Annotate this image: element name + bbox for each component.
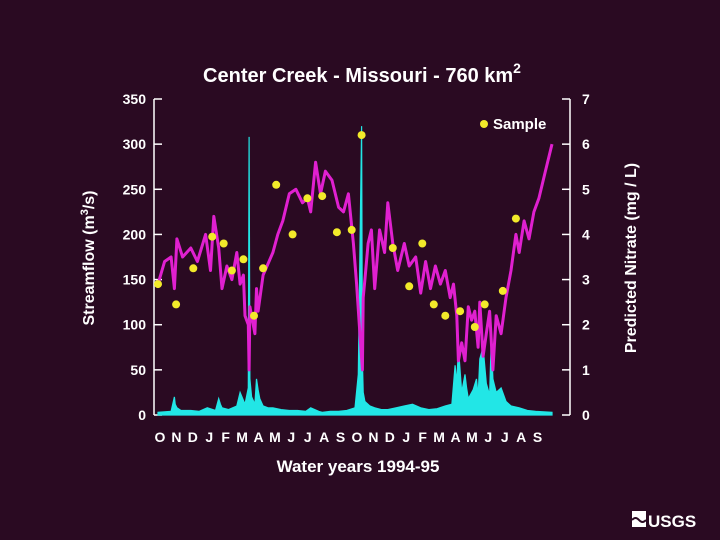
usgs-logo-wave (631, 517, 647, 523)
sample-point (456, 307, 465, 316)
sample-point (227, 266, 236, 275)
x-tick-label: A (450, 429, 460, 445)
x-tick-label: J (205, 429, 213, 445)
sample-point (480, 300, 489, 309)
left-tick-label: 300 (123, 136, 147, 152)
x-tick-label: S (336, 429, 345, 445)
legend-sample-marker (480, 120, 488, 128)
right-tick-label: 2 (582, 317, 590, 333)
sample-point (154, 280, 162, 289)
left-axis-label: Streamflow (m3/s) (79, 190, 98, 325)
streamflow-series (157, 126, 553, 416)
x-axis-label: Water years 1994-95 (277, 457, 440, 476)
x-tick-label: M (236, 429, 248, 445)
right-tick-label: 3 (582, 272, 590, 288)
sample-point (357, 131, 366, 140)
usgs-logo: USGS (631, 511, 696, 531)
x-tick-label: A (516, 429, 526, 445)
x-tick-label: A (319, 429, 329, 445)
x-tick-label: N (368, 429, 378, 445)
right-axis-label: Predicted Nitrate (mg / L) (623, 163, 640, 353)
x-tick-label: M (433, 429, 445, 445)
sample-point (250, 311, 258, 320)
usgs-logo-text: USGS (648, 512, 696, 531)
x-tick-label: N (171, 429, 181, 445)
sample-point (239, 255, 248, 264)
x-tick-label: D (188, 429, 198, 445)
sample-point (259, 264, 268, 273)
sample-point (288, 230, 297, 239)
x-tick-label: J (402, 429, 410, 445)
sample-point (388, 244, 397, 252)
right-tick-label: 7 (582, 91, 590, 107)
x-tick-label: J (501, 429, 509, 445)
right-tick-label: 1 (582, 362, 590, 378)
sample-point (303, 194, 312, 203)
sample-point (318, 192, 327, 201)
sample-point (189, 264, 198, 273)
x-tick-label: O (155, 429, 166, 445)
left-tick-label: 200 (123, 226, 147, 242)
x-tick-label: A (253, 429, 263, 445)
left-tick-label: 150 (123, 272, 147, 288)
right-tick-label: 0 (582, 407, 590, 423)
right-tick-label: 4 (582, 226, 590, 242)
x-tick-label: J (287, 429, 295, 445)
nitrate-series (156, 143, 554, 372)
x-tick-label: S (533, 429, 542, 445)
x-tick-label: J (484, 429, 492, 445)
x-tick-label: M (269, 429, 281, 445)
x-tick-label: M (466, 429, 478, 445)
sample-point (272, 180, 281, 189)
x-tick-label: D (385, 429, 395, 445)
x-tick-label: F (221, 429, 230, 445)
sample-point (441, 311, 450, 320)
left-tick-label: 100 (123, 317, 147, 333)
right-tick-label: 5 (582, 181, 590, 197)
right-tick-label: 6 (582, 136, 590, 152)
sample-point (418, 239, 427, 248)
legend-sample-label: Sample (493, 116, 546, 133)
chart-title: Center Creek - Missouri - 760 km2 (203, 60, 521, 87)
left-tick-label: 350 (123, 91, 147, 107)
left-tick-label: 0 (138, 407, 146, 423)
sample-point (347, 225, 356, 234)
x-tick-label: F (418, 429, 427, 445)
plot-area (154, 126, 554, 416)
sample-point (405, 282, 414, 291)
sample-point (470, 323, 479, 331)
sample-point (429, 300, 438, 309)
sample-point (511, 214, 520, 223)
left-tick-label: 250 (123, 181, 147, 197)
sample-point (332, 228, 341, 237)
x-tick-label: O (352, 429, 363, 445)
sample-point (498, 286, 507, 295)
legend: Sample (480, 116, 546, 133)
sample-point (219, 239, 228, 248)
x-tick-label: J (304, 429, 312, 445)
sample-point (208, 232, 217, 241)
left-tick-label: 50 (130, 362, 146, 378)
sample-point (172, 300, 181, 309)
